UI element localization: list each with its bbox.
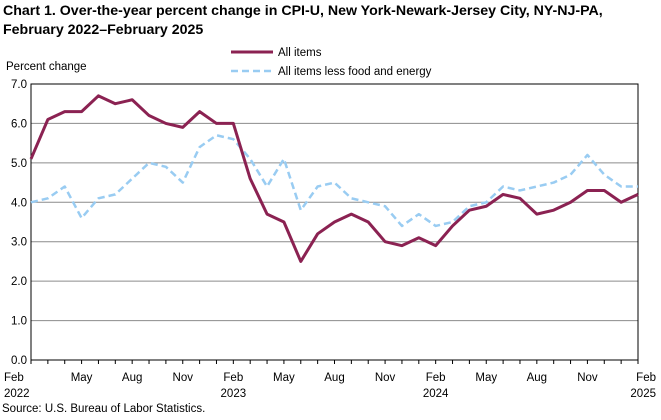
x-tick-label: Nov xyxy=(375,372,396,384)
x-tick-label: Feb xyxy=(4,372,24,384)
all-items-line xyxy=(29,94,639,263)
y-tick-label-1.0: 1.0 xyxy=(11,316,27,328)
gridlines xyxy=(31,122,638,322)
x-tick-label: Nov xyxy=(577,372,598,384)
x-tick-label: Aug xyxy=(122,372,142,384)
x-tick-label: May xyxy=(475,372,497,384)
legend: All items All items less food and energy xyxy=(231,47,432,78)
source-note: Source: U.S. Bureau of Labor Statistics. xyxy=(2,403,206,415)
y-tick-label-2.0: 2.0 xyxy=(11,276,27,288)
x-tick-label: Aug xyxy=(324,372,344,384)
chart-title: Chart 1. Over-the-year percent change in… xyxy=(3,2,658,40)
x-tick-label: Feb xyxy=(636,372,656,384)
y-tick-label-4.0: 4.0 xyxy=(11,197,27,209)
series-lines xyxy=(29,94,639,263)
chart-title-line-1: Chart 1. Over-the-year percent change in… xyxy=(3,3,603,19)
y-tick-label-5.0: 5.0 xyxy=(11,158,27,170)
legend-label-core-items: All items less food and energy xyxy=(278,66,432,78)
y-tick-label-0.0: 0.0 xyxy=(11,355,27,367)
x-axis-ticks: Feb 2022 May Aug Nov Feb 2023 May Aug Nov Feb 2024 M… xyxy=(4,360,656,400)
x-tick-label: Feb xyxy=(426,372,446,384)
chart-title-line-2: February 2022–February 2025 xyxy=(3,22,204,38)
x-tick-year-label: 2025 xyxy=(630,388,656,400)
x-tick-label: Aug xyxy=(527,372,547,384)
x-tick-year-label: 2023 xyxy=(221,388,247,400)
x-tick-label: Nov xyxy=(173,372,194,384)
x-tick-year-label: 2022 xyxy=(4,388,30,400)
y-axis-ticks: 0.0 1.0 2.0 3.0 4.0 5.0 6.0 7.0 xyxy=(11,79,27,367)
legend-label-all-items: All items xyxy=(278,47,322,59)
y-axis-label: Percent change xyxy=(6,61,87,73)
x-tick-label: Feb xyxy=(223,372,243,384)
y-tick-label-3.0: 3.0 xyxy=(11,237,27,249)
x-tick-label: May xyxy=(273,372,295,384)
x-tick-year-label: 2024 xyxy=(423,388,449,400)
y-tick-label-7.0: 7.0 xyxy=(11,79,27,91)
x-tick-label: May xyxy=(71,372,93,384)
y-tick-label-6.0: 6.0 xyxy=(11,118,27,130)
